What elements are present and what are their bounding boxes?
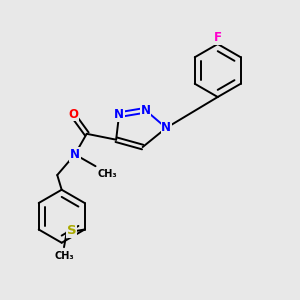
Text: N: N <box>161 122 171 134</box>
Text: N: N <box>114 108 124 121</box>
Text: S: S <box>67 224 76 238</box>
Text: CH₃: CH₃ <box>54 251 74 261</box>
Text: F: F <box>214 31 222 44</box>
Text: N: N <box>70 148 80 161</box>
Text: O: O <box>68 108 78 121</box>
Text: CH₃: CH₃ <box>98 169 118 178</box>
Text: N: N <box>141 104 151 117</box>
